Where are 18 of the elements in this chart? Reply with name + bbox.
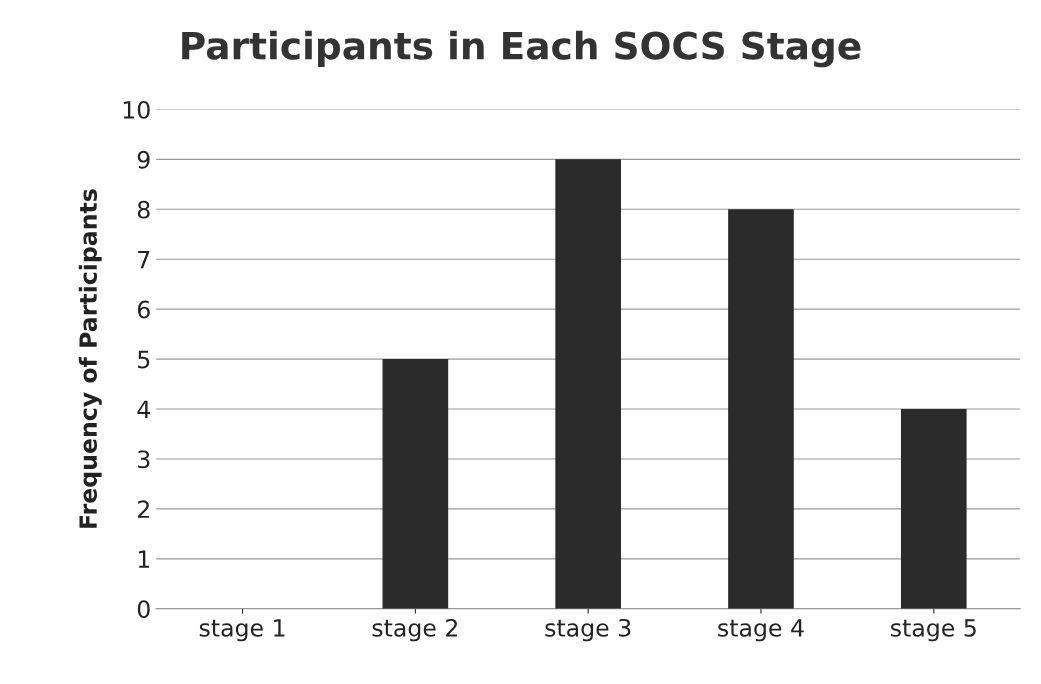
y-tick-label: 2 <box>138 500 149 518</box>
y-tick-label: 3 <box>138 450 150 469</box>
x-tick-label: stage 2 <box>372 618 458 642</box>
y-tick-label: 4 <box>137 400 150 418</box>
y-tick-label: 9 <box>137 150 150 169</box>
y-tick-label: 5 <box>138 350 150 369</box>
y-tick-label: 6 <box>137 300 150 319</box>
y-tick-label: 7 <box>138 250 150 269</box>
x-tick-label: stage 1 <box>199 619 285 642</box>
chart-title: Participants in Each SOCS Stage <box>182 30 861 68</box>
x-tick-label: stage 4 <box>718 619 804 642</box>
y-tick-label: 10 <box>123 100 150 119</box>
y-axis-title: Frequency of Participants <box>78 189 102 528</box>
y-tick-label: 1 <box>138 550 150 568</box>
x-tick-label: stage 5 <box>891 619 976 642</box>
x-tick-label: stage 3 <box>545 618 631 642</box>
y-tick-label: 8 <box>137 200 150 219</box>
y-tick-label: 0 <box>137 600 150 619</box>
